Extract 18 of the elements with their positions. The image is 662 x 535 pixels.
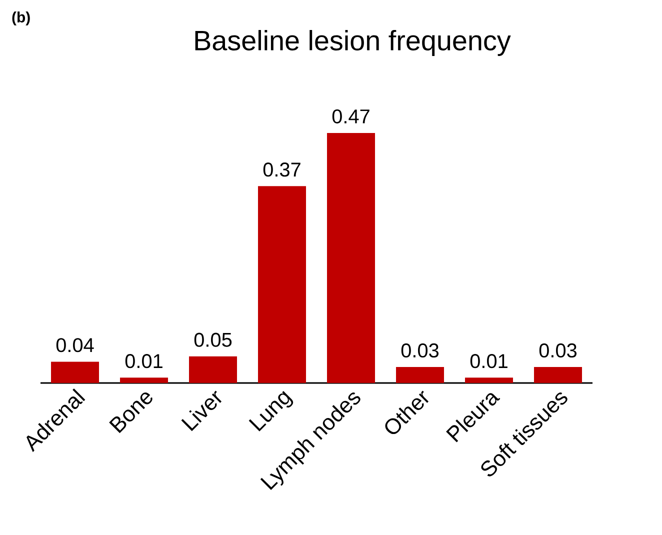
bar	[189, 356, 238, 383]
bar	[465, 378, 514, 383]
data-label: 0.01	[470, 354, 508, 368]
bar	[327, 132, 376, 383]
data-label: 0.03	[401, 343, 439, 358]
bar	[534, 367, 582, 383]
chart-title: Baseline lesion frequency	[195, 30, 511, 56]
bar	[258, 186, 306, 383]
data-label: 0.04	[56, 338, 94, 352]
data-label: 0.03	[539, 343, 577, 358]
data-label: 0.05	[194, 332, 232, 347]
bar	[120, 378, 168, 383]
data-label: 0.37	[263, 162, 300, 177]
bar	[396, 367, 444, 383]
text: (b)	[12, 12, 30, 26]
bar	[51, 362, 100, 383]
data-label: 0.47	[332, 109, 370, 124]
data-label: 0.01	[125, 354, 162, 368]
